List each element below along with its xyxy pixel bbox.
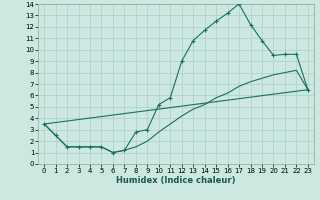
- X-axis label: Humidex (Indice chaleur): Humidex (Indice chaleur): [116, 176, 236, 185]
